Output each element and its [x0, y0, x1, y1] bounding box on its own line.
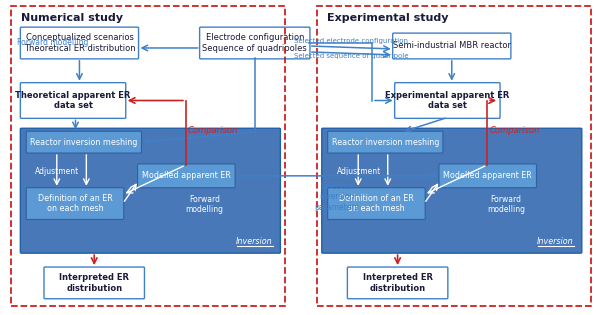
Text: Interpreted ER
distribution: Interpreted ER distribution [362, 273, 433, 293]
Text: Electrode configuration
Sequence of quadripoles: Electrode configuration Sequence of quad… [203, 33, 307, 53]
FancyBboxPatch shape [20, 83, 126, 118]
Text: Conceptualized scenarios
Theoretical ER distribution: Conceptualized scenarios Theoretical ER … [24, 33, 135, 53]
FancyBboxPatch shape [26, 188, 124, 220]
Text: Interpreted ER
distribution: Interpreted ER distribution [59, 273, 129, 293]
Text: Reactor inversion meshing: Reactor inversion meshing [331, 138, 439, 147]
Text: Forward modelling: Forward modelling [17, 37, 89, 47]
Text: Numerical study: Numerical study [21, 13, 123, 23]
Text: Definition of an ER
on each mesh: Definition of an ER on each mesh [38, 194, 113, 213]
Text: Selected electrode configuration: Selected electrode configuration [294, 38, 408, 44]
Text: Forward
modelling: Forward modelling [487, 195, 525, 214]
FancyBboxPatch shape [200, 27, 310, 59]
FancyBboxPatch shape [328, 131, 443, 153]
FancyBboxPatch shape [26, 131, 141, 153]
FancyBboxPatch shape [20, 128, 280, 253]
FancyBboxPatch shape [44, 267, 144, 299]
Text: Modelled apparent ER: Modelled apparent ER [142, 171, 231, 180]
Text: Inversion: Inversion [236, 237, 272, 246]
Text: Adjustment: Adjustment [35, 167, 79, 176]
Text: Selected sequence of quadripole: Selected sequence of quadripole [294, 53, 409, 59]
Text: Theoretical apparent ER
data set: Theoretical apparent ER data set [15, 91, 131, 110]
FancyBboxPatch shape [138, 164, 235, 188]
FancyBboxPatch shape [347, 267, 448, 299]
FancyBboxPatch shape [322, 128, 582, 253]
FancyBboxPatch shape [393, 33, 511, 59]
Text: Inversion: Inversion [537, 237, 574, 246]
Text: Semi-industrial MBR reactor: Semi-industrial MBR reactor [393, 42, 511, 50]
Text: Reactor inversion meshing: Reactor inversion meshing [30, 138, 138, 147]
FancyBboxPatch shape [328, 188, 425, 220]
Text: Comparison: Comparison [188, 126, 238, 135]
FancyBboxPatch shape [439, 164, 536, 188]
Text: Adjustment: Adjustment [337, 167, 381, 176]
Text: Experimental apparent ER
data set: Experimental apparent ER data set [385, 91, 510, 110]
Text: Selected
inversion
parameters: Selected inversion parameters [314, 182, 359, 212]
Text: Experimental study: Experimental study [327, 13, 448, 23]
Text: Definition of an ER
on each mesh: Definition of an ER on each mesh [339, 194, 414, 213]
FancyBboxPatch shape [20, 27, 138, 59]
Text: Modelled apparent ER: Modelled apparent ER [443, 171, 532, 180]
Text: Forward
modelling: Forward modelling [185, 195, 224, 214]
Text: Comparison: Comparison [489, 126, 539, 135]
FancyBboxPatch shape [395, 83, 500, 118]
